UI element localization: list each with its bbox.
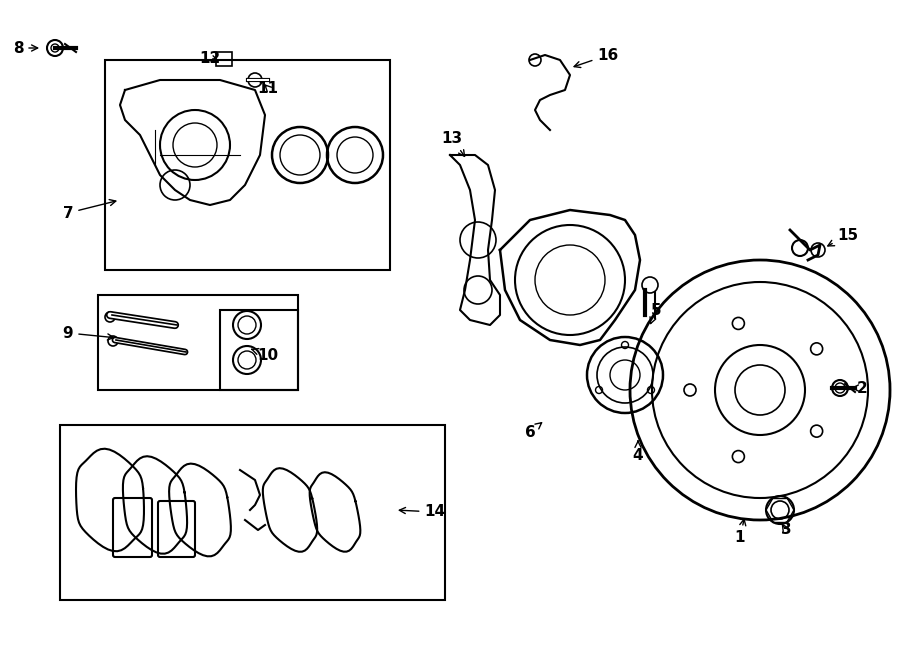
Text: 3: 3: [780, 522, 791, 538]
Bar: [60, 425, 445, 600]
Text: 2: 2: [851, 381, 868, 395]
Text: 12: 12: [200, 50, 220, 66]
Text: 9: 9: [63, 326, 113, 340]
Text: 4: 4: [633, 441, 643, 463]
Text: 10: 10: [252, 348, 279, 363]
Text: 8: 8: [13, 40, 38, 56]
Text: 13: 13: [441, 130, 464, 156]
Text: 15: 15: [828, 228, 859, 246]
Text: 14: 14: [400, 504, 446, 520]
Text: 1: 1: [734, 519, 746, 545]
Text: 11: 11: [257, 81, 278, 95]
Bar: [98, 295, 298, 390]
Text: 16: 16: [574, 48, 618, 68]
Bar: [105, 60, 390, 270]
Text: 5: 5: [650, 303, 662, 324]
Text: 6: 6: [525, 423, 542, 440]
Text: 7: 7: [63, 199, 116, 220]
Bar: [220, 310, 298, 390]
